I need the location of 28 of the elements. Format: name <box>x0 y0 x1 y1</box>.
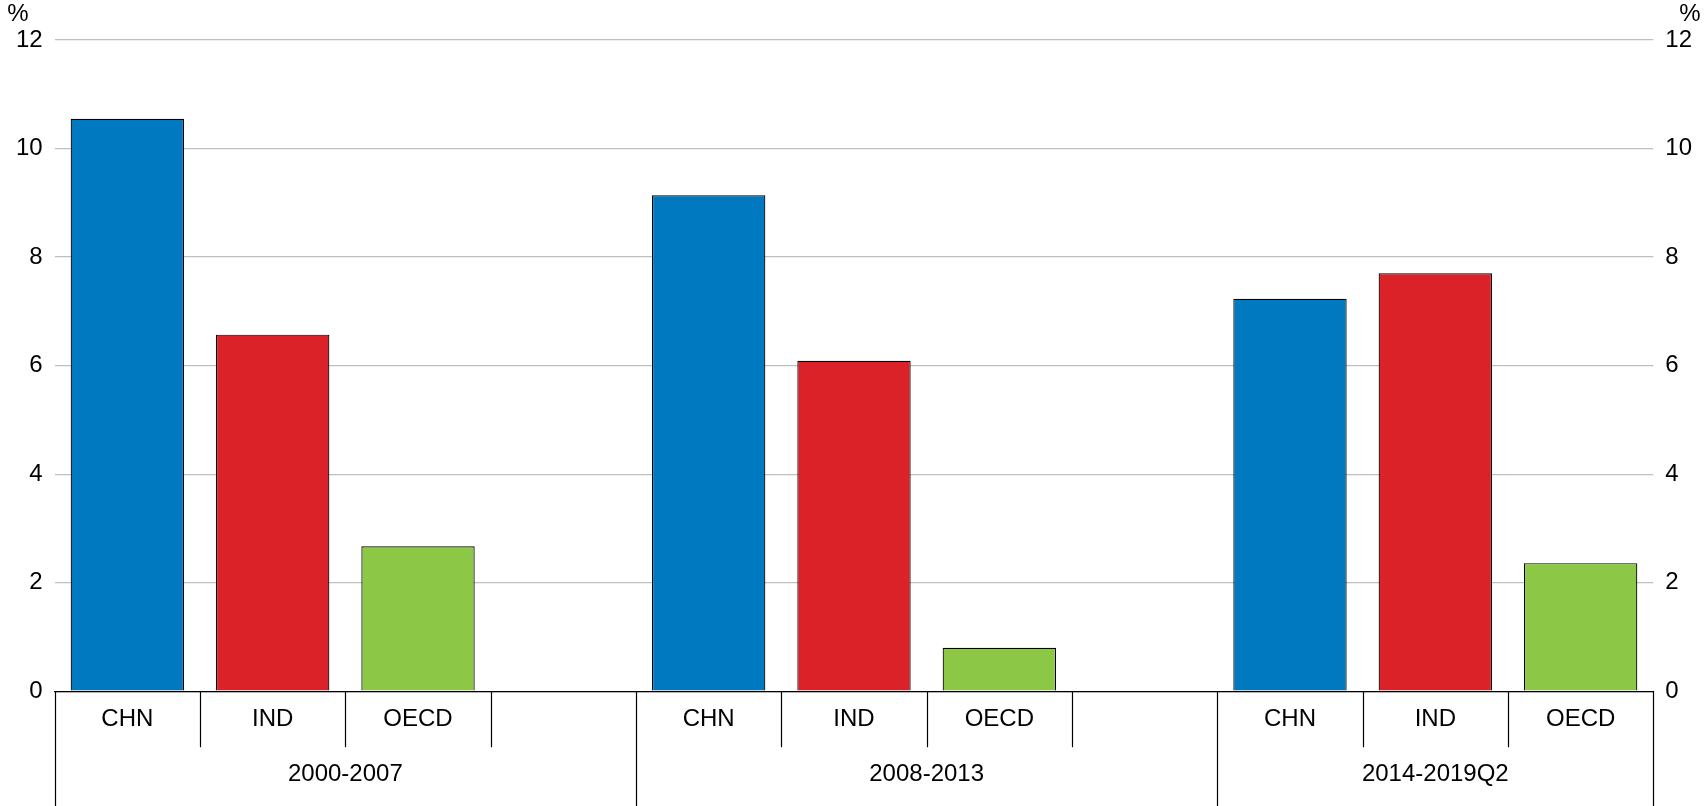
y2-tick-label: 6 <box>1665 350 1679 378</box>
y2-tick-label: 4 <box>1665 458 1679 486</box>
text: 2008-2013 <box>869 758 985 786</box>
x-tick-label: OECD <box>383 704 453 732</box>
x-tick-label: IND <box>1414 704 1456 732</box>
text: 2014-2019Q2 <box>1361 758 1509 786</box>
y-tick-label: 6 <box>29 350 43 378</box>
y2-tick-label: 2 <box>1665 567 1679 595</box>
y2-axis-title: % <box>1679 0 1701 26</box>
y-tick-label: 2 <box>29 567 43 595</box>
y2-tick-label: 0 <box>1665 675 1679 703</box>
x-tick-label: OECD <box>1545 704 1616 732</box>
y-axis-title: % <box>7 0 29 26</box>
x-tick-label: CHN <box>1263 704 1316 732</box>
y2-tick-label: 8 <box>1665 241 1679 269</box>
y-tick-label: 10 <box>15 133 43 161</box>
y2-tick-label: 10 <box>1665 133 1693 161</box>
y-tick-label: 4 <box>29 458 43 486</box>
y-tick-label: 8 <box>29 241 43 269</box>
y-tick-label: 12 <box>15 24 43 52</box>
x-tick-label: CHN <box>101 704 154 732</box>
x-tick-label: CHN <box>682 704 735 732</box>
y-tick-label: 0 <box>29 675 43 703</box>
x-tick-label: OECD <box>964 704 1034 732</box>
text: 2000-2007 <box>287 758 403 786</box>
x-tick-label: IND <box>252 704 294 732</box>
x-tick-label: IND <box>833 704 875 732</box>
y2-tick-label: 12 <box>1665 24 1693 52</box>
